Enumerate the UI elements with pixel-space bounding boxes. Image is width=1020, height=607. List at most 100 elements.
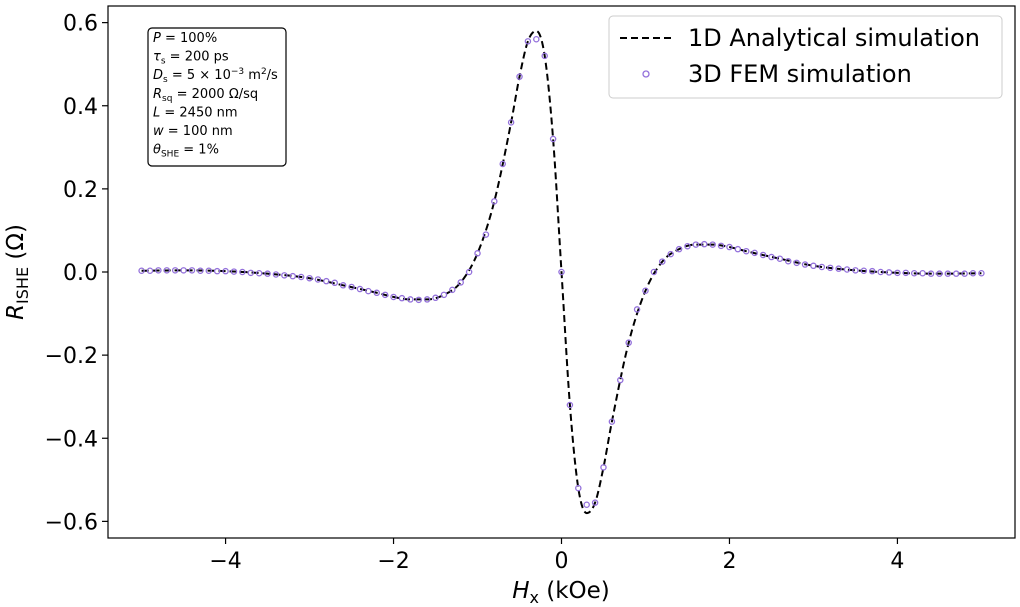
fem-data-point <box>818 263 826 271</box>
fem-data-point <box>633 306 641 313</box>
fem-data-point <box>600 464 607 471</box>
fem-data-point <box>793 259 800 267</box>
fem-data-point <box>255 269 263 277</box>
fem-data-point <box>524 38 532 45</box>
fem-data-point <box>381 291 389 299</box>
fem-data-point <box>272 271 280 278</box>
parameter-line: P = 100% <box>153 31 217 46</box>
x-tick-label: −4 <box>209 549 241 574</box>
fem-data-point <box>222 267 229 275</box>
parameter-line: L = 2450 nm <box>153 105 238 120</box>
fem-data-point <box>868 267 876 275</box>
fem-data-point <box>146 267 154 274</box>
fem-data-point <box>625 339 632 346</box>
x-tick-label: 4 <box>890 549 904 574</box>
fem-data-point <box>549 135 557 143</box>
fem-data-point <box>726 243 733 251</box>
fem-data-point <box>541 52 548 60</box>
fem-data-point <box>575 484 582 492</box>
fem-data-point <box>659 258 666 265</box>
fem-data-point <box>852 267 859 274</box>
y-axis-title: RISHE (Ω) <box>3 224 32 320</box>
fem-data-point <box>440 291 448 299</box>
fem-data-point <box>642 287 649 294</box>
fem-data-point <box>491 198 498 205</box>
fem-data-point <box>885 269 893 276</box>
x-tick-label: 2 <box>722 549 736 574</box>
fem-data-point <box>936 270 943 277</box>
y-tick-label: 0.4 <box>63 95 98 120</box>
fem-data-point <box>776 255 784 262</box>
y-tick-label: 0.0 <box>63 261 98 286</box>
fem-data-point <box>415 296 422 304</box>
fem-data-point <box>978 269 985 277</box>
fem-data-point <box>457 279 464 286</box>
fem-data-point <box>281 272 288 279</box>
fem-data-point <box>961 270 968 277</box>
fem-data-point <box>650 268 658 276</box>
fem-data-point <box>163 267 171 274</box>
fem-data-point <box>743 247 750 255</box>
fem-data-point <box>583 501 590 508</box>
fem-data-point <box>835 265 842 272</box>
plot-area <box>138 29 985 515</box>
fem-data-point <box>188 267 196 274</box>
fem-data-point <box>474 250 481 257</box>
fem-data-point <box>373 289 380 297</box>
fem-data-point <box>171 267 179 274</box>
fem-data-point <box>709 241 716 248</box>
fem-data-point <box>365 287 372 295</box>
fem-data-point <box>768 253 775 261</box>
fem-data-point <box>213 267 221 275</box>
legend: 1D Analytical simulation 3D FEM simulati… <box>608 15 1003 99</box>
y-tick-label: −0.6 <box>45 510 98 535</box>
fem-data-point <box>247 269 255 277</box>
fem-data-point <box>138 267 145 274</box>
fem-data-point <box>801 261 809 268</box>
fem-data-point <box>927 270 935 277</box>
fem-data-point <box>306 274 313 282</box>
y-tick-label: 0.2 <box>63 178 98 203</box>
fem-data-point <box>180 267 187 274</box>
fem-data-point <box>566 401 574 409</box>
fem-data-point <box>507 119 515 126</box>
fem-data-point <box>785 257 792 265</box>
parameter-line: w = 100 nm <box>153 124 233 139</box>
y-tick-label: −0.4 <box>45 427 98 452</box>
fem-data-point <box>331 279 338 287</box>
y-tick-label: −0.2 <box>45 344 98 369</box>
parameter-line: Rsq = 2000 Ω/sq <box>153 87 258 104</box>
fem-data-point <box>239 268 246 276</box>
fem-data-point <box>902 269 910 277</box>
parameter-line: Ds = 5 × 10−3 m2/s <box>153 67 278 85</box>
fem-data-point <box>533 36 540 43</box>
legend-box <box>608 15 1003 99</box>
fem-data-point <box>919 269 926 277</box>
fem-data-point <box>314 276 322 283</box>
fem-data-point <box>465 268 473 276</box>
fem-data-point <box>423 296 431 303</box>
y-tick-label: 0.6 <box>63 12 98 37</box>
fem-data-point <box>843 266 851 273</box>
fem-data-point <box>230 268 238 275</box>
fem-data-point <box>734 245 742 253</box>
fem-data-point <box>390 293 397 301</box>
fem-data-point <box>608 418 616 425</box>
parameter-line: θSHE = 1% <box>153 143 219 160</box>
fem-data-point <box>197 267 204 274</box>
fem-data-point <box>684 242 691 250</box>
fem-data-point <box>860 267 868 274</box>
fem-data-point <box>910 269 918 277</box>
fem-data-point <box>482 231 490 238</box>
legend-circle-marker <box>642 70 650 78</box>
fem-data-point <box>432 294 439 302</box>
legend-label-analytical: 1D Analytical simulation <box>688 24 980 52</box>
fem-data-point <box>499 160 506 168</box>
fem-data-point <box>751 249 758 257</box>
fem-data-point <box>155 267 162 274</box>
fem-data-point <box>516 73 523 80</box>
fem-data-point <box>591 499 599 506</box>
fem-data-point <box>701 240 708 248</box>
fem-data-point <box>558 268 565 276</box>
